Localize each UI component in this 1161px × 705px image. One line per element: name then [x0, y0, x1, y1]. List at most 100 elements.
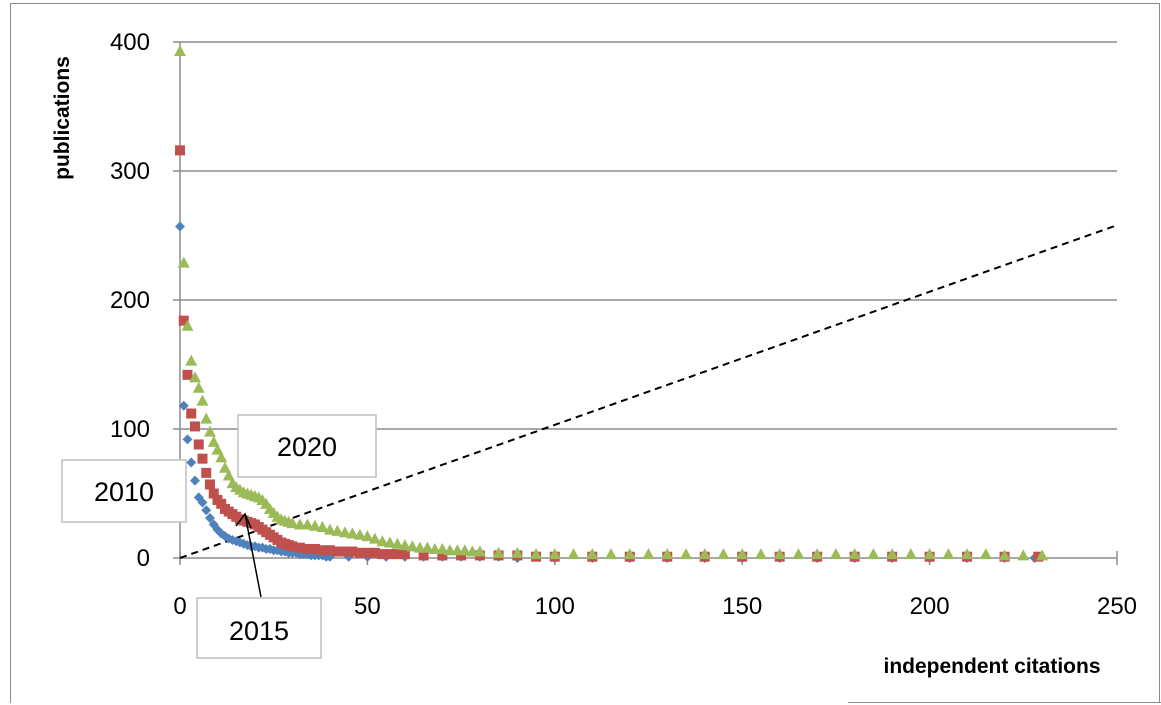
point-2015-46: [418, 550, 429, 561]
callout-2020: 2020: [237, 414, 377, 478]
point-2020-62: [605, 548, 618, 560]
point-2020-50: [436, 542, 449, 554]
point-2015-34: [317, 545, 328, 556]
gridlines: [180, 41, 1117, 430]
point-2020-34: [316, 521, 329, 533]
callout-2015-arrowhead: [235, 512, 252, 529]
point-2010-8: [204, 513, 215, 524]
point-2020-68: [717, 548, 730, 560]
point-2015-8: [204, 479, 215, 490]
point-2010-1: [178, 400, 189, 411]
tick-labels: 0 100 200 300 400 0 50 100 150 200 250: [110, 29, 1137, 620]
point-2020-32: [301, 518, 314, 530]
x-tick-label-100: 100: [535, 593, 575, 620]
point-2020-84: [1017, 549, 1030, 561]
series-2020: [174, 45, 1049, 561]
point-2010-2: [182, 434, 193, 445]
point-2015-32: [302, 543, 313, 554]
point-2015-42: [377, 549, 388, 560]
point-2010-0: [175, 221, 185, 232]
point-2010-3: [186, 457, 197, 468]
point-2020-75: [848, 548, 861, 560]
point-2020-37: [338, 526, 351, 538]
point-2020-63: [623, 548, 636, 560]
point-2020-2: [181, 319, 194, 331]
point-2020-72: [792, 548, 805, 560]
point-2020-1: [177, 256, 190, 268]
point-2020-30: [286, 517, 299, 529]
point-2020-6: [196, 394, 209, 406]
point-2020-5: [192, 381, 205, 393]
x-tick-label-50: 50: [354, 593, 381, 620]
point-2015-43: [384, 549, 395, 560]
point-2020-59: [548, 548, 561, 560]
point-2020-76: [867, 548, 880, 560]
chart-frame: [10, 3, 1160, 703]
point-2020-42: [376, 535, 389, 547]
x-axis-title: independent citations: [883, 655, 1100, 678]
y-tick-label-100: 100: [110, 416, 150, 443]
point-2020-9: [207, 435, 220, 447]
point-2020-40: [361, 530, 374, 542]
point-2020-41: [368, 532, 381, 544]
x-tick-label-150: 150: [722, 593, 762, 620]
point-2020-36: [331, 524, 344, 536]
callout-2015: 2015: [196, 512, 322, 659]
y-axis-title: publications: [51, 56, 74, 180]
point-2020-57: [511, 546, 524, 558]
point-2020-56: [492, 546, 505, 558]
series-2010: [175, 221, 1040, 563]
point-2020-65: [661, 548, 674, 560]
point-2015-5: [193, 439, 204, 450]
point-2020-66: [679, 548, 692, 560]
point-2015-1: [178, 315, 189, 326]
point-2015-2: [182, 369, 193, 380]
y-tick-label-300: 300: [110, 158, 150, 185]
point-2015-38: [347, 546, 358, 557]
point-2015-31: [294, 542, 305, 553]
point-2015-47: [437, 550, 448, 561]
point-2020-85: [1036, 549, 1049, 561]
reference-diagonal-line: [179, 224, 1118, 559]
point-2020-12: [218, 461, 231, 473]
point-2020-58: [530, 548, 543, 560]
point-2015-9: [208, 488, 219, 499]
y-tick-label-0: 0: [137, 545, 150, 572]
point-2015-30: [287, 541, 298, 552]
point-2020-38: [346, 527, 359, 539]
point-2020-67: [698, 548, 711, 560]
point-2020-13: [222, 469, 235, 481]
point-2010-6: [197, 497, 208, 508]
series-2015: [175, 145, 1044, 562]
reference-line-layer: [179, 224, 1118, 559]
point-2020-3: [185, 354, 198, 366]
point-2015-4: [189, 421, 200, 432]
callout-2010: 2010: [61, 459, 187, 523]
point-2020-61: [586, 548, 599, 560]
point-2020-8: [203, 425, 216, 437]
point-2020-53: [458, 544, 471, 556]
point-2020-45: [398, 539, 411, 551]
x-tick-label-200: 200: [910, 593, 950, 620]
point-2020-82: [979, 548, 992, 560]
point-2020-81: [961, 548, 974, 560]
point-2015-6: [197, 453, 208, 464]
callout-2020-box: [237, 414, 377, 478]
point-2020-55: [473, 545, 486, 557]
point-2020-74: [829, 548, 842, 560]
point-2020-35: [323, 523, 336, 535]
point-2015-45: [399, 549, 410, 560]
point-2015-40: [362, 547, 373, 558]
point-2020-44: [391, 537, 404, 549]
point-2015-35: [324, 545, 335, 556]
x-tick-label-0: 0: [173, 593, 186, 620]
y-tick-label-200: 200: [110, 287, 150, 314]
callout-2015-box: [196, 597, 322, 659]
point-2020-60: [567, 548, 580, 560]
callout-2015-leader: [244, 513, 262, 598]
point-2015-11: [216, 498, 227, 509]
point-2015-48: [456, 550, 467, 561]
point-2020-4: [188, 371, 201, 383]
point-2020-46: [406, 540, 419, 552]
